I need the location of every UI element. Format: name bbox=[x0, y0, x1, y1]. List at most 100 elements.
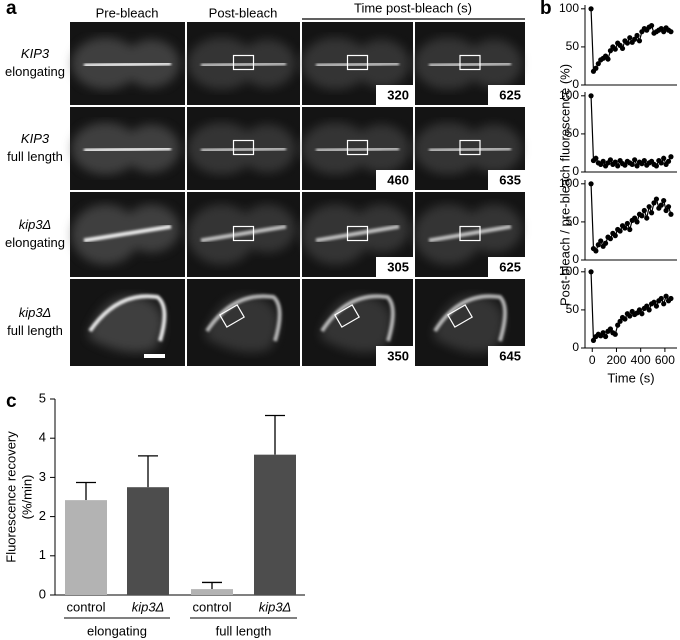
row-label-condition: full length bbox=[7, 149, 63, 164]
data-point bbox=[663, 293, 669, 299]
data-point bbox=[634, 219, 640, 225]
group-label: elongating bbox=[87, 623, 147, 638]
data-point bbox=[607, 326, 614, 332]
data-point bbox=[612, 159, 618, 165]
bleach-roi bbox=[459, 139, 481, 156]
y-tick-label: 0 bbox=[572, 340, 579, 354]
data-point bbox=[593, 155, 599, 161]
data-point bbox=[622, 316, 628, 322]
y-axis-label: (%/min) bbox=[19, 475, 34, 520]
x-axis-label: Time (s) bbox=[607, 370, 654, 385]
data-point bbox=[617, 318, 623, 324]
timestamp-bg bbox=[376, 170, 413, 190]
cell-body bbox=[414, 204, 482, 265]
row-label-condition: full length bbox=[7, 323, 63, 338]
x-tick-label: control bbox=[66, 599, 105, 614]
spindle bbox=[200, 61, 287, 68]
timestamp: 320 bbox=[387, 87, 409, 102]
column-header: Time post-bleach (s) bbox=[354, 0, 472, 15]
data-point bbox=[632, 36, 638, 42]
row-label-condition: elongating bbox=[5, 64, 65, 79]
panel-label: c bbox=[6, 391, 17, 412]
spindle bbox=[200, 224, 287, 243]
data-point bbox=[602, 333, 609, 340]
cell-body bbox=[187, 204, 256, 265]
bleach-roi bbox=[219, 304, 245, 328]
spindle bbox=[88, 294, 167, 342]
bleach-roi bbox=[459, 225, 481, 242]
bleach-roi bbox=[447, 304, 473, 328]
y-tick-label: 1 bbox=[39, 547, 46, 562]
x-tick-label: 600 bbox=[655, 353, 675, 367]
timestamp-bg bbox=[376, 257, 413, 277]
data-point bbox=[668, 29, 674, 35]
data-line bbox=[590, 95, 672, 168]
timestamp-bg bbox=[376, 346, 413, 366]
x-tick-label: control bbox=[192, 599, 231, 614]
cell-body bbox=[301, 204, 370, 265]
data-point bbox=[658, 202, 664, 208]
x-tick-label: 400 bbox=[631, 353, 651, 367]
data-point bbox=[593, 248, 599, 254]
data-point bbox=[588, 181, 594, 187]
y-tick-label: 5 bbox=[39, 390, 46, 405]
spindle-line bbox=[83, 224, 172, 243]
data-point bbox=[636, 307, 643, 313]
data-point bbox=[590, 337, 597, 343]
data-point bbox=[588, 269, 594, 275]
micrograph: 625 bbox=[414, 22, 525, 105]
data-point bbox=[600, 330, 606, 336]
y-axis-label: Post-bleach / pre-bleach fluorescence (%… bbox=[557, 64, 572, 306]
spindle-line bbox=[428, 146, 512, 153]
y-tick-label: 4 bbox=[39, 430, 46, 445]
y-tick-label: 50 bbox=[566, 302, 580, 316]
panel-label: a bbox=[6, 0, 17, 19]
micrograph: 320 bbox=[301, 22, 413, 105]
y-tick-label: 50 bbox=[566, 126, 580, 140]
y-tick-label: 0 bbox=[572, 77, 579, 91]
spindle bbox=[200, 146, 287, 153]
bleach-roi bbox=[346, 225, 369, 242]
spindle bbox=[315, 224, 400, 243]
row-label-gene: KIP3 bbox=[21, 131, 50, 146]
micrograph bbox=[187, 279, 300, 366]
data-point bbox=[607, 157, 614, 163]
data-point bbox=[598, 238, 604, 244]
data-point bbox=[639, 311, 645, 317]
data-point bbox=[634, 163, 640, 169]
x-tick-label: 200 bbox=[606, 353, 626, 367]
data-point bbox=[668, 211, 674, 217]
data-point bbox=[646, 307, 652, 313]
bar bbox=[254, 454, 296, 595]
data-point bbox=[607, 236, 614, 242]
data-point bbox=[595, 61, 601, 67]
bleach-roi bbox=[346, 139, 369, 156]
row-label-gene: KIP3 bbox=[21, 46, 50, 61]
spindle bbox=[83, 146, 172, 153]
spindle-line bbox=[200, 146, 287, 153]
bleach-roi bbox=[346, 54, 369, 71]
data-point bbox=[636, 38, 643, 44]
bleach-roi bbox=[232, 139, 255, 156]
micrograph: 635 bbox=[414, 107, 525, 190]
timestamp: 635 bbox=[499, 172, 521, 187]
data-point bbox=[665, 158, 672, 164]
spindle bbox=[83, 224, 172, 243]
micrograph: 305 bbox=[301, 192, 413, 277]
bar bbox=[191, 589, 233, 595]
data-point bbox=[588, 93, 594, 99]
row-label-gene: kip3Δ bbox=[19, 217, 52, 232]
data-point bbox=[644, 303, 650, 309]
data-point bbox=[607, 48, 614, 54]
data-point bbox=[665, 204, 672, 210]
data-point bbox=[619, 45, 626, 52]
timestamp: 460 bbox=[387, 172, 409, 187]
spindle-line bbox=[315, 61, 400, 68]
group-label: full length bbox=[216, 623, 272, 638]
micrograph bbox=[187, 22, 300, 105]
y-tick-label: 0 bbox=[572, 252, 579, 266]
data-point bbox=[639, 213, 645, 219]
data-point bbox=[632, 215, 638, 221]
row-label-condition: elongating bbox=[5, 235, 65, 250]
